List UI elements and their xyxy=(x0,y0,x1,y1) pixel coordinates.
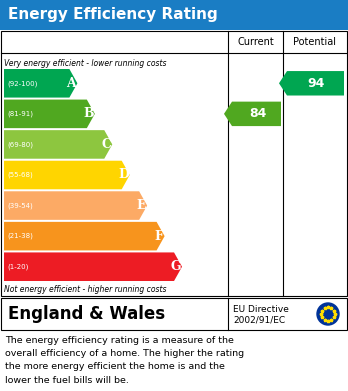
Polygon shape xyxy=(4,222,165,250)
Polygon shape xyxy=(4,69,77,98)
Text: Energy Efficiency Rating: Energy Efficiency Rating xyxy=(8,7,218,23)
Text: (1-20): (1-20) xyxy=(7,264,29,270)
Text: The energy efficiency rating is a measure of the
overall efficiency of a home. T: The energy efficiency rating is a measur… xyxy=(5,336,244,385)
Text: (69-80): (69-80) xyxy=(7,141,33,148)
Text: B: B xyxy=(84,108,94,120)
Text: G: G xyxy=(171,260,181,273)
Polygon shape xyxy=(4,253,182,281)
Text: A: A xyxy=(66,77,76,90)
Text: F: F xyxy=(154,230,163,243)
Polygon shape xyxy=(4,191,147,220)
Text: Not energy efficient - higher running costs: Not energy efficient - higher running co… xyxy=(4,285,166,294)
Text: (55-68): (55-68) xyxy=(7,172,33,178)
Polygon shape xyxy=(279,71,344,95)
Text: (39-54): (39-54) xyxy=(7,202,33,209)
Polygon shape xyxy=(4,100,95,128)
Bar xyxy=(0,0,348,30)
Text: (81-91): (81-91) xyxy=(7,111,33,117)
Bar xyxy=(1,31,347,296)
Text: E: E xyxy=(136,199,146,212)
Polygon shape xyxy=(224,102,281,126)
Polygon shape xyxy=(4,161,130,189)
Polygon shape xyxy=(4,130,112,159)
Text: Potential: Potential xyxy=(293,37,337,47)
Text: Very energy efficient - lower running costs: Very energy efficient - lower running co… xyxy=(4,59,166,68)
Text: 84: 84 xyxy=(249,108,266,120)
Text: Current: Current xyxy=(237,37,274,47)
Text: (92-100): (92-100) xyxy=(7,80,37,86)
Text: D: D xyxy=(118,169,129,181)
Text: (21-38): (21-38) xyxy=(7,233,33,239)
Bar xyxy=(1,298,347,330)
Text: England & Wales: England & Wales xyxy=(8,305,165,323)
Text: 2002/91/EC: 2002/91/EC xyxy=(233,316,285,325)
Text: 94: 94 xyxy=(308,77,325,90)
Text: C: C xyxy=(101,138,111,151)
Circle shape xyxy=(317,303,339,325)
Text: EU Directive: EU Directive xyxy=(233,305,289,314)
